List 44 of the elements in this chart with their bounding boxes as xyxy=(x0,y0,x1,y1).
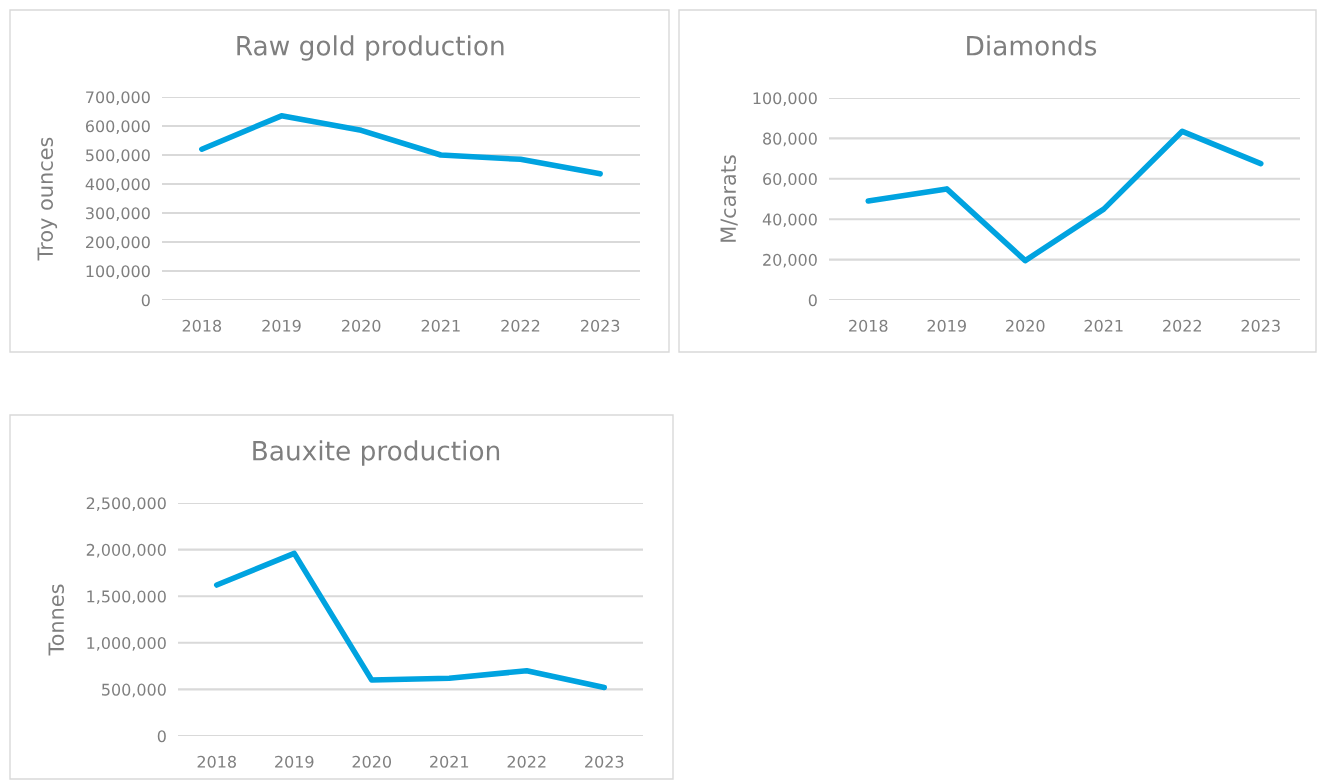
x-tick-label: 2019 xyxy=(927,319,966,332)
x-tick-label: 2021 xyxy=(430,755,469,768)
y-tick-label: 1,000,000 xyxy=(87,637,166,651)
y-tick-label: 80,000 xyxy=(763,132,817,147)
y-tick-label: 300,000 xyxy=(86,207,150,221)
y-tick-label: 100,000 xyxy=(86,265,150,279)
x-tick-label: 2021 xyxy=(1084,319,1123,332)
y-tick-label: 200,000 xyxy=(86,236,150,250)
y-tick-label: 0 xyxy=(157,730,166,743)
x-tick-label: 2018 xyxy=(849,319,888,332)
y-tick-label: 0 xyxy=(141,294,150,307)
y-tick-label: 600,000 xyxy=(85,120,150,134)
y-tick-label: 400,000 xyxy=(85,178,150,192)
x-tick-label: 2023 xyxy=(585,755,624,768)
y-tick-label: 700,000 xyxy=(86,91,150,105)
x-tick-label: 2020 xyxy=(342,319,381,332)
x-tick-label: 2018 xyxy=(182,319,222,332)
x-tick-label: 2021 xyxy=(421,319,460,332)
y-tick-label: 2,500,000 xyxy=(86,497,166,511)
y-tick-label: 100,000 xyxy=(753,92,817,106)
chart-title: Raw gold production xyxy=(237,35,504,61)
x-tick-label: 2023 xyxy=(1241,319,1280,332)
y-tick-label: 2,000,000 xyxy=(86,543,166,558)
x-tick-label: 2022 xyxy=(507,755,546,768)
x-tick-label: 2020 xyxy=(1006,319,1045,332)
x-tick-label: 2022 xyxy=(501,319,540,332)
y-tick-label: 60,000 xyxy=(763,173,817,187)
y-tick-label: 0 xyxy=(808,294,817,307)
x-tick-label: 2022 xyxy=(1163,319,1201,332)
x-tick-label: 2019 xyxy=(275,755,314,768)
x-tick-label: 2019 xyxy=(262,319,301,332)
y-tick-label: 500,000 xyxy=(102,683,166,698)
y-axis-title: Troy ounces xyxy=(37,137,58,261)
y-tick-label: 500,000 xyxy=(86,149,150,163)
y-tick-label: 20,000 xyxy=(763,253,817,268)
x-tick-label: 2018 xyxy=(197,755,236,768)
y-tick-label: 1,500,000 xyxy=(87,590,166,605)
x-tick-label: 2020 xyxy=(352,755,392,768)
x-tick-label: 2023 xyxy=(581,319,620,332)
y-axis-title: M/carats xyxy=(720,155,738,242)
y-axis-title: Tonnes xyxy=(48,584,65,656)
chart-title: Bauxite production xyxy=(253,440,500,466)
y-tick-label: 40,000 xyxy=(762,213,817,228)
chart-title: Diamonds xyxy=(967,35,1097,56)
